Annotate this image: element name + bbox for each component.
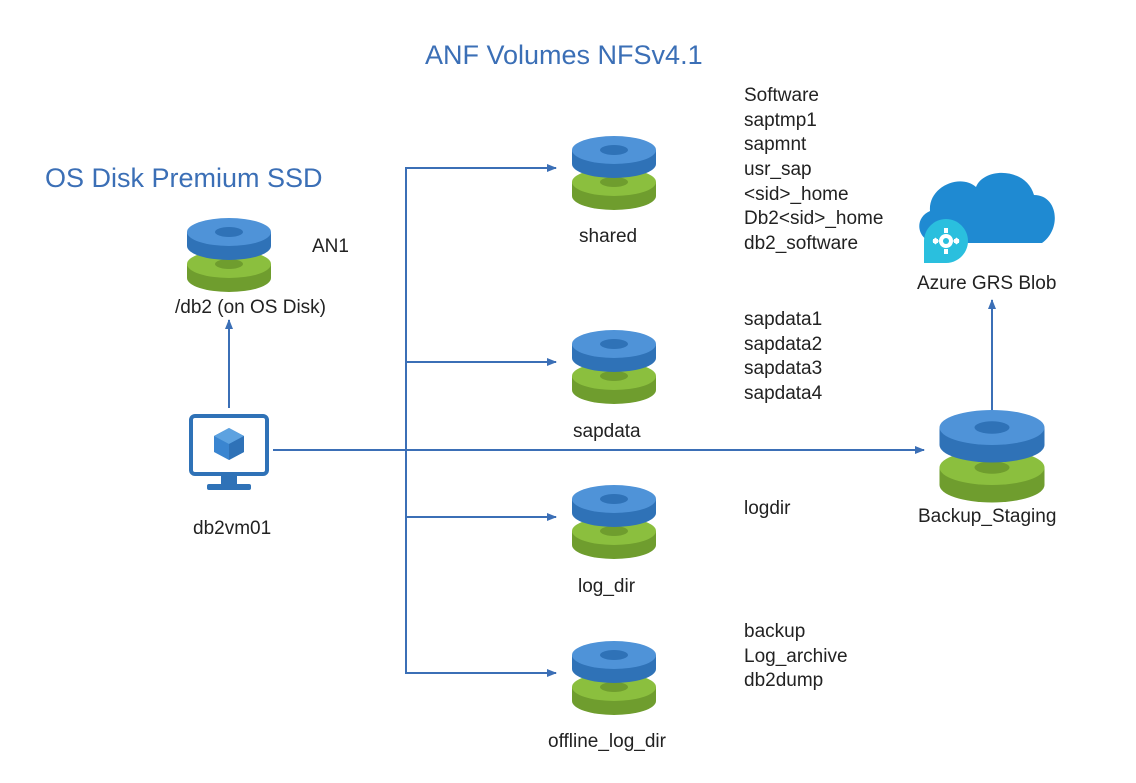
edge-vm-logdir — [406, 450, 556, 517]
diagram-svg — [0, 0, 1136, 783]
disk-icon-osdisk — [187, 218, 271, 292]
edge-vm-offline — [406, 517, 556, 673]
disk-icon-offline — [572, 641, 656, 715]
disk-icon-sapdata — [572, 330, 656, 404]
disk-icon-shared — [572, 136, 656, 210]
edge-vm-shared — [273, 168, 556, 450]
disk-icon-backup — [940, 410, 1045, 503]
disk-icon-logdir — [572, 485, 656, 559]
vm-icon — [191, 416, 267, 490]
cloud-icon — [919, 173, 1055, 263]
